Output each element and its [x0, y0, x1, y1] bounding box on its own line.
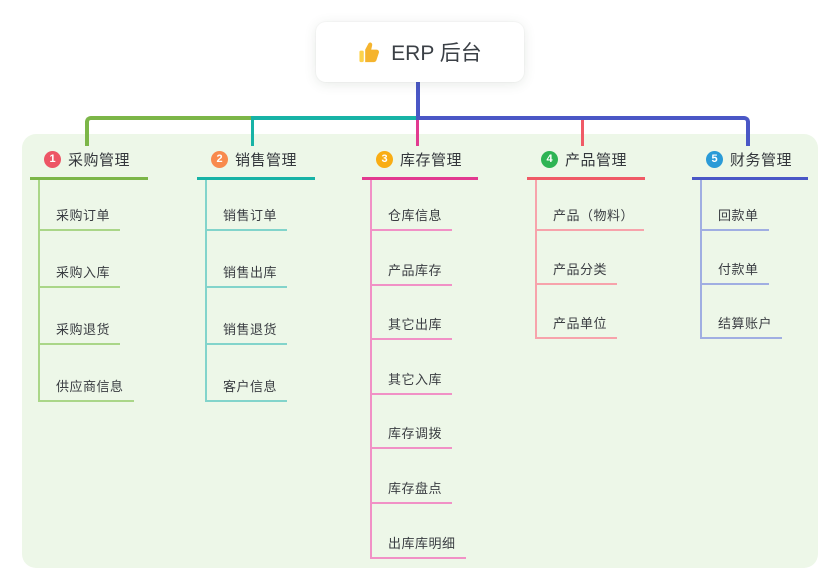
child-label[interactable]: 销售出库 — [207, 262, 288, 288]
child-label[interactable]: 采购退货 — [40, 319, 121, 345]
branch-children: 采购订单 采购入库 采购退货 供应商信息 — [38, 180, 148, 402]
branch-badge: 4 — [541, 150, 558, 168]
branch-label: 采购管理 — [68, 151, 131, 169]
child-item: 采购退货 — [40, 288, 148, 345]
child-item: 回款单 — [702, 180, 808, 231]
child-item: 销售退货 — [207, 288, 315, 345]
branch-header-product[interactable]: 4 产品管理 — [527, 148, 645, 180]
connector-branch2-drop — [251, 120, 254, 146]
child-label[interactable]: 产品（物料） — [537, 205, 645, 231]
branch-column-finance: 5 财务管理 回款单 付款单 结算账户 — [692, 148, 808, 339]
child-item: 销售订单 — [207, 180, 315, 231]
connector-branch5-elbow — [416, 116, 750, 146]
child-label[interactable]: 回款单 — [702, 205, 769, 231]
branch-column-purchase: 1 采购管理 采购订单 采购入库 采购退货 供应商信息 — [30, 148, 148, 402]
connector-branch2-segment — [251, 116, 418, 120]
root-node[interactable]: ERP 后台 — [316, 22, 524, 82]
branch-label: 销售管理 — [235, 151, 298, 169]
child-label[interactable]: 产品库存 — [372, 260, 453, 286]
child-label[interactable]: 库存盘点 — [372, 478, 453, 504]
child-label[interactable]: 采购入库 — [40, 262, 121, 288]
child-label[interactable]: 客户信息 — [207, 376, 288, 402]
child-item: 付款单 — [702, 231, 808, 285]
child-item: 产品（物料） — [537, 180, 645, 231]
child-item: 结算账户 — [702, 285, 808, 339]
child-label[interactable]: 产品单位 — [537, 313, 618, 339]
branch-header-sales[interactable]: 2 销售管理 — [197, 148, 315, 180]
branch-column-inventory: 3 库存管理 仓库信息 产品库存 其它出库 其它入库 库存调拨 库存盘点 出库库… — [362, 148, 478, 559]
branch-label: 库存管理 — [400, 151, 463, 169]
connector-branch1-elbow — [85, 116, 253, 146]
child-label[interactable]: 产品分类 — [537, 259, 618, 285]
child-label[interactable]: 采购订单 — [40, 205, 121, 231]
branch-label: 产品管理 — [565, 151, 628, 169]
branch-column-sales: 2 销售管理 销售订单 销售出库 销售退货 客户信息 — [197, 148, 315, 402]
branch-badge: 1 — [44, 150, 61, 168]
child-item: 仓库信息 — [372, 180, 478, 231]
branch-label: 财务管理 — [730, 151, 793, 169]
child-item: 其它出库 — [372, 286, 478, 341]
child-label[interactable]: 结算账户 — [702, 313, 783, 339]
branch-header-inventory[interactable]: 3 库存管理 — [362, 148, 478, 180]
connector-branch4-drop — [581, 120, 584, 146]
child-label[interactable]: 仓库信息 — [372, 205, 453, 231]
child-item: 其它入库 — [372, 340, 478, 395]
child-label[interactable]: 供应商信息 — [40, 376, 134, 402]
root-title: ERP 后台 — [391, 42, 482, 65]
child-item: 产品库存 — [372, 231, 478, 286]
child-item: 采购入库 — [40, 231, 148, 288]
child-label[interactable]: 库存调拨 — [372, 423, 453, 450]
child-label[interactable]: 销售订单 — [207, 205, 288, 231]
child-item: 供应商信息 — [40, 345, 148, 402]
branch-badge: 5 — [706, 150, 723, 168]
branch-children: 销售订单 销售出库 销售退货 客户信息 — [205, 180, 315, 402]
branch-children: 产品（物料） 产品分类 产品单位 — [535, 180, 645, 339]
child-item: 销售出库 — [207, 231, 315, 288]
branch-column-product: 4 产品管理 产品（物料） 产品分类 产品单位 — [527, 148, 645, 339]
child-label[interactable]: 出库库明细 — [372, 533, 466, 559]
child-item: 库存调拨 — [372, 395, 478, 450]
branch-badge: 2 — [211, 150, 228, 168]
branch-children: 回款单 付款单 结算账户 — [700, 180, 808, 339]
connector-root-line — [416, 82, 420, 120]
child-label[interactable]: 其它入库 — [372, 369, 453, 395]
child-label[interactable]: 付款单 — [702, 259, 769, 285]
branch-badge: 3 — [376, 150, 393, 168]
child-label[interactable]: 销售退货 — [207, 319, 288, 345]
child-item: 库存盘点 — [372, 449, 478, 504]
branch-header-finance[interactable]: 5 财务管理 — [692, 148, 808, 180]
child-item: 采购订单 — [40, 180, 148, 231]
connector-branch3-drop — [416, 120, 419, 146]
child-item: 产品单位 — [537, 285, 645, 339]
branch-header-purchase[interactable]: 1 采购管理 — [30, 148, 148, 180]
child-item: 客户信息 — [207, 345, 315, 402]
child-label[interactable]: 其它出库 — [372, 314, 453, 341]
thumbs-up-icon — [359, 42, 380, 62]
branches-panel — [22, 134, 818, 568]
child-item: 产品分类 — [537, 231, 645, 285]
child-item: 出库库明细 — [372, 504, 478, 559]
branch-children: 仓库信息 产品库存 其它出库 其它入库 库存调拨 库存盘点 出库库明细 — [370, 180, 478, 559]
